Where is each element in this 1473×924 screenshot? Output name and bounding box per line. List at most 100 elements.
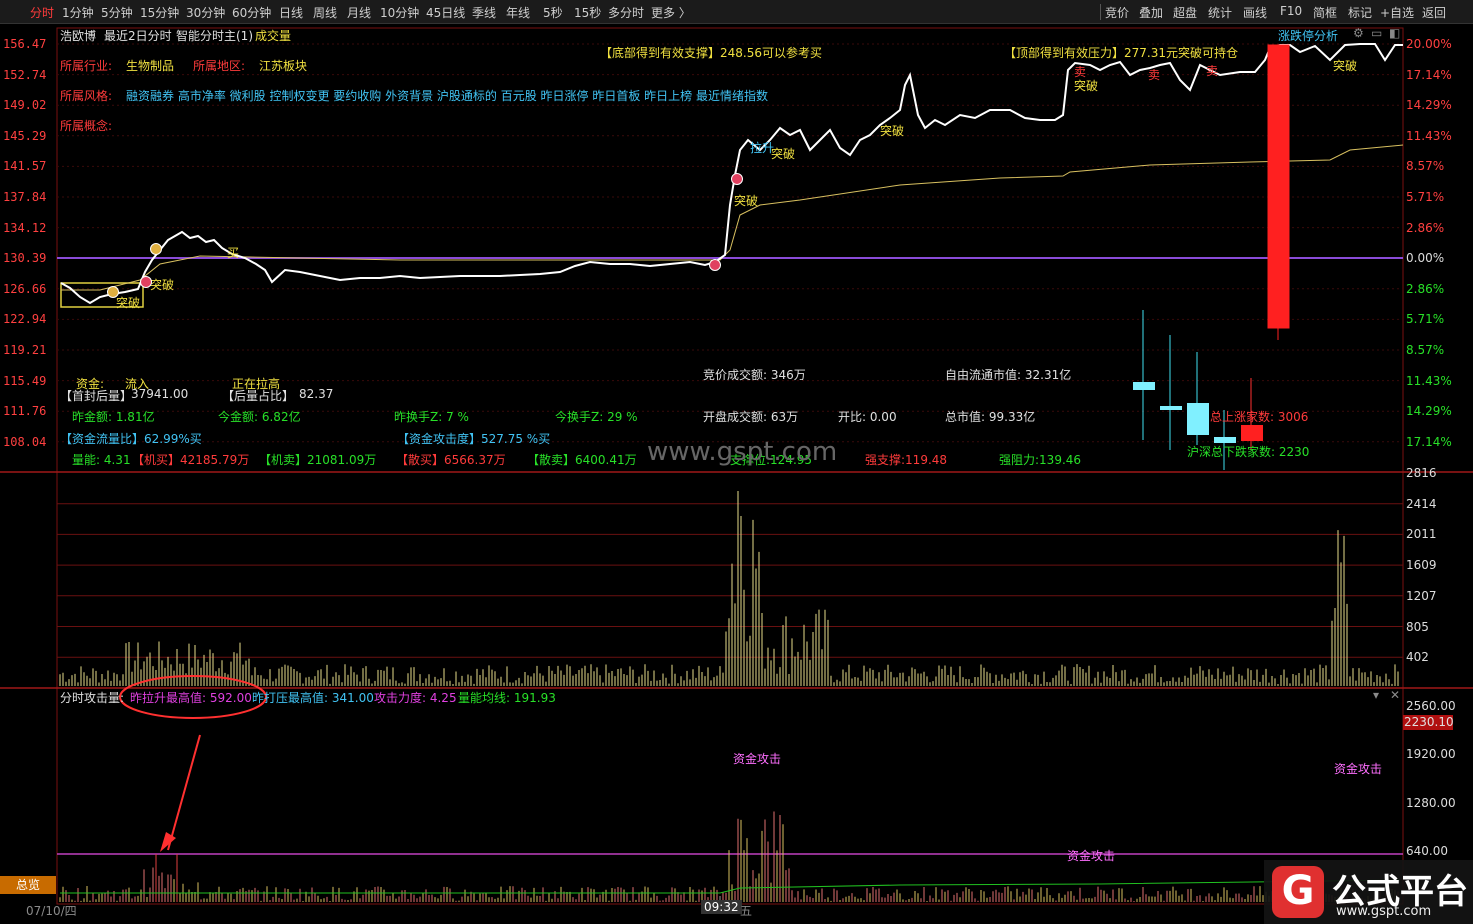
tab-more[interactable]: 更多 〉 xyxy=(651,6,691,20)
strong-resist: 强阻力:139.46 xyxy=(999,453,1082,467)
support-level: 支撑位:124.95 xyxy=(730,453,813,467)
inst-sell-value: 21081.09万 xyxy=(307,453,377,467)
percent-tick: 5.71% xyxy=(1406,190,1445,204)
breakthrough-label: 突破 xyxy=(150,278,175,292)
open-amount: 开盘成交额: 63万 xyxy=(703,410,799,424)
attack-tag: 资金攻击 xyxy=(1067,849,1116,863)
tab-1min[interactable]: 1分钟 xyxy=(62,6,94,20)
tab-45day[interactable]: 45日线 xyxy=(426,6,466,20)
dropdown-icon[interactable]: ▾ xyxy=(1373,688,1380,702)
style-values: 融资融券 高市净率 微利股 控制权变更 要约收购 外资背景 沪股通标的 百元股 … xyxy=(126,89,768,103)
price-line xyxy=(60,43,1403,305)
tab-10min[interactable]: 10分钟 xyxy=(380,6,420,20)
price-tick: 126.66 xyxy=(3,281,47,296)
sell-signal: 卖 xyxy=(1074,65,1087,79)
limit-analysis-tab[interactable]: 涨跌停分析 xyxy=(1278,29,1339,43)
price-tick: 134.12 xyxy=(3,220,47,235)
yesterday-pull-high: 昨拉升最高值: 592.00 xyxy=(130,691,252,705)
retail-sell-label: 【散卖】 xyxy=(527,453,576,467)
simple-frame-button[interactable]: 简框 xyxy=(1313,6,1338,20)
tab-monthly[interactable]: 月线 xyxy=(347,6,372,20)
tab-15min[interactable]: 15分钟 xyxy=(140,6,180,20)
window-icon[interactable]: ▭ xyxy=(1371,26,1383,40)
average-price-line xyxy=(61,144,1404,291)
highlight-ellipse xyxy=(119,675,267,719)
tab-30min[interactable]: 30分钟 xyxy=(186,6,226,20)
attack-tick: 1920.00 xyxy=(1406,747,1456,761)
tab-5sec[interactable]: 5秒 xyxy=(543,6,563,20)
tab-5min[interactable]: 5分钟 xyxy=(101,6,133,20)
percent-tick: 11.43% xyxy=(1406,373,1452,388)
funds-value: 流入 xyxy=(125,377,150,391)
percent-tick: 2.86% xyxy=(1406,281,1445,296)
pulling-status: 正在拉高 xyxy=(232,377,281,391)
price-tick: 130.39 xyxy=(3,251,47,266)
percent-tick: 0.00% xyxy=(1406,251,1445,266)
tab-daily[interactable]: 日线 xyxy=(279,6,304,20)
percent-tick: 8.57% xyxy=(1406,343,1445,357)
attack-degree: 【资金攻击度】527.75 %买 xyxy=(397,432,551,446)
percent-tick: 17.14% xyxy=(1406,434,1452,449)
attack-average-line xyxy=(60,879,1401,894)
energy-avg: 量能均线: 191.93 xyxy=(458,691,556,705)
bottom-support-note: 【底部得到有效支撑】248.56可以参考买 xyxy=(600,46,822,60)
auction-button[interactable]: 竞价 xyxy=(1105,6,1130,20)
draw-line-button[interactable]: 画线 xyxy=(1243,6,1268,20)
tab-multi-intraday[interactable]: 多分时 xyxy=(608,6,645,20)
price-tick: 141.57 xyxy=(3,159,47,174)
volume-bars xyxy=(59,491,1399,686)
tab-quarter[interactable]: 季线 xyxy=(472,6,497,20)
attack-tag: 资金攻击 xyxy=(1334,762,1383,776)
mini-candle xyxy=(1187,403,1209,435)
yesterday-turnover: 昨换手Z: 7 % xyxy=(394,410,469,424)
close-icon[interactable]: ✕ xyxy=(1390,688,1401,702)
price-tick: 137.84 xyxy=(3,190,47,204)
concept-label: 所属概念: xyxy=(60,119,113,133)
mini-candle xyxy=(1241,425,1263,441)
overlay-button[interactable]: 叠加 xyxy=(1139,6,1164,20)
funds-label: 资金: xyxy=(76,377,105,391)
energy: 量能: 4.31 xyxy=(72,453,131,467)
logo-title: 公式平台 xyxy=(1332,872,1468,912)
attack-force: 攻击力度: 4.25 xyxy=(374,691,457,705)
percent-tick: 14.29% xyxy=(1406,98,1452,113)
indicator-name[interactable]: 智能分时主(1) xyxy=(176,29,253,43)
retail-buy-value: 6566.37万 xyxy=(444,453,506,467)
back-button[interactable]: 返回 xyxy=(1422,6,1447,20)
attack-tick: 1280.00 xyxy=(1406,796,1456,810)
tab-yearly[interactable]: 年线 xyxy=(506,6,531,20)
toggle-icon[interactable]: ◧ xyxy=(1389,26,1401,40)
price-tick: 156.47 xyxy=(3,37,47,51)
tab-weekly[interactable]: 周线 xyxy=(313,6,338,20)
signal-dot xyxy=(107,286,119,298)
chart-mode[interactable]: 最近2日分时 xyxy=(104,29,172,43)
attack-bars xyxy=(59,811,1399,902)
attack-title: 分时攻击量: xyxy=(60,691,125,705)
add-watchlist-button[interactable]: +自选 xyxy=(1380,6,1415,20)
day-label: 五 xyxy=(740,904,753,918)
sell-signal: 卖 xyxy=(1206,64,1219,78)
stats-button[interactable]: 统计 xyxy=(1208,6,1233,20)
mark-button[interactable]: 标记 xyxy=(1348,6,1373,20)
later-ratio-label: 【后量占比】 xyxy=(222,389,295,403)
auction-amount: 竞价成交额: 346万 xyxy=(703,368,806,382)
first-seal-value: 37941.00 xyxy=(131,387,189,401)
settings-icon[interactable]: ⚙ xyxy=(1353,26,1364,40)
tab-intraday[interactable]: 分时 xyxy=(30,6,55,20)
limit-up-bar xyxy=(1267,44,1290,329)
volume-tick: 402 xyxy=(1406,650,1429,665)
overview-button[interactable]: 总览 xyxy=(0,876,56,894)
inst-buy-label: 【机买】 xyxy=(132,453,181,467)
signal-dot xyxy=(731,173,743,185)
signal-dot xyxy=(140,276,152,288)
logo-icon: G xyxy=(1272,866,1324,918)
tab-15sec[interactable]: 15秒 xyxy=(574,6,602,20)
volume-tick: 1207 xyxy=(1406,588,1437,603)
attack-tick: 640.00 xyxy=(1406,844,1448,858)
super-button[interactable]: 超盘 xyxy=(1173,6,1198,20)
tab-60min[interactable]: 60分钟 xyxy=(232,6,272,20)
price-tick: 149.02 xyxy=(3,98,47,113)
f10-button[interactable]: F10 xyxy=(1280,4,1303,18)
pull-signal: 拉升 xyxy=(750,141,775,155)
industry-value: 生物制品 xyxy=(126,59,175,73)
